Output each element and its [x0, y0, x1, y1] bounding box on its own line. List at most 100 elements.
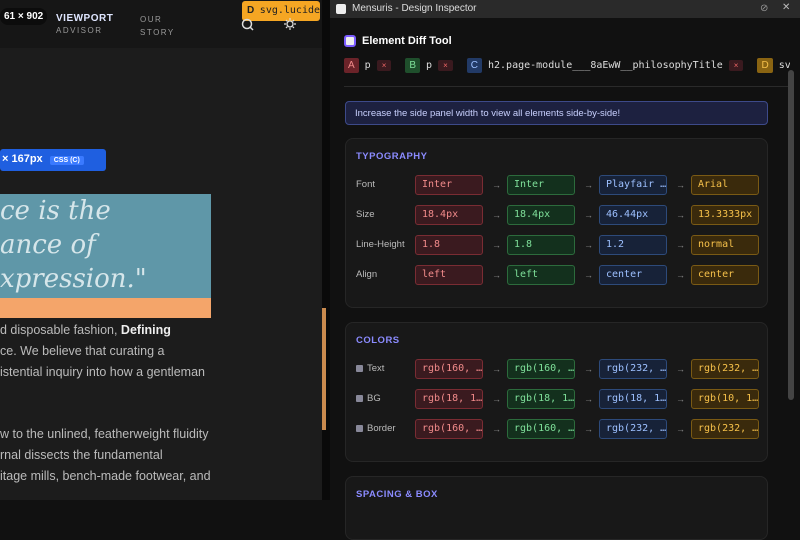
- arrow: →: [584, 180, 593, 190]
- arrow: →: [584, 210, 593, 220]
- value-cell: rgb(18, 1…: [599, 389, 667, 409]
- arrow: →: [492, 210, 501, 220]
- quote-line: xpression.": [0, 264, 147, 294]
- text: istential inquiry into how a gentleman: [0, 365, 205, 379]
- chip-label: svg.l: [778, 59, 790, 71]
- window-title: Mensuris - Design Inspector: [352, 3, 477, 14]
- arrow: →: [676, 240, 685, 250]
- row-label: Align: [356, 269, 377, 280]
- value-cell: 18.4px: [415, 205, 483, 225]
- swatch: [356, 425, 363, 432]
- close-button[interactable]: ✕: [782, 2, 791, 13]
- row-label: Line-Height: [356, 239, 405, 250]
- arrow: →: [584, 364, 593, 374]
- value-cell: rgb(232, …: [599, 419, 667, 439]
- text-line: rnal dissects the fundamental: [0, 448, 163, 462]
- chip-letter: D: [757, 57, 773, 73]
- label-text: Size: [356, 209, 375, 220]
- value-cell: rgb(160, …: [415, 359, 483, 379]
- window-title-bar: Mensuris - Design Inspector ⊘ ✕: [330, 0, 800, 18]
- nav-item[interactable]: ADVISOR: [56, 26, 103, 35]
- arrow: →: [492, 240, 501, 250]
- arrow: →: [676, 364, 685, 374]
- arrow: →: [492, 364, 501, 374]
- badge-letter: D: [247, 5, 255, 16]
- text-line: d disposable fashion, Defining: [0, 320, 205, 341]
- arrow: →: [492, 270, 501, 280]
- website: 61 × 902 VIEWPORT ADVISOR OUR STORY D sv…: [0, 0, 322, 500]
- css-chip[interactable]: CSS (C): [49, 156, 84, 165]
- arrow: →: [676, 210, 685, 220]
- section-title: SPACING & BOX: [356, 489, 438, 500]
- remove-button[interactable]: ×: [376, 59, 392, 71]
- scrollbar[interactable]: [788, 70, 794, 400]
- section-title: COLORS: [356, 335, 400, 346]
- badge-label: svg.lucide: [259, 5, 321, 16]
- arrow: →: [492, 394, 501, 404]
- value-cell: left: [507, 265, 575, 285]
- value-cell: rgb(160, …: [415, 419, 483, 439]
- separator: [344, 86, 790, 87]
- scroll-thumb[interactable]: [322, 308, 326, 430]
- arrow: →: [676, 424, 685, 434]
- arrow: →: [584, 424, 593, 434]
- section-title: TYPOGRAPHY: [356, 151, 428, 162]
- value-cell: normal: [691, 235, 759, 255]
- section-card: TYPOGRAPHY Font Inter → Inter → Playfair … → Ari…: [345, 138, 768, 308]
- text: ce. We believe that curating a: [0, 344, 165, 358]
- value-cell: 46.44px: [599, 205, 667, 225]
- value-cell: Playfair …: [599, 175, 667, 195]
- arrow: →: [492, 424, 501, 434]
- remove-button[interactable]: ×: [438, 59, 453, 71]
- icons: [241, 18, 296, 31]
- label-text: Line-Height: [356, 239, 405, 250]
- arrow: →: [584, 240, 593, 250]
- value-cell: 1.8: [415, 235, 483, 255]
- label-text: Align: [356, 269, 378, 280]
- value-cell: rgb(10, 1…: [691, 389, 759, 409]
- quote-text: ce is the ance of xpression.": [0, 194, 211, 296]
- nav-item[interactable]: OUR STORY: [140, 15, 175, 37]
- quote-image: ce is the ance of xpression.": [0, 194, 211, 298]
- value-cell: Arial: [691, 175, 759, 195]
- value-cell: rgb(232, …: [691, 419, 759, 439]
- value-cell: rgb(18, 1…: [507, 389, 575, 409]
- pin-button[interactable]: ⊘: [760, 3, 769, 14]
- text-line: itage mills, bench-made footwear, and: [0, 469, 211, 483]
- bold-text: Defining: [120, 323, 171, 337]
- value-cell: 18.4px: [507, 205, 575, 225]
- label-text: Border: [367, 423, 396, 434]
- quote-line: ce is the: [0, 196, 111, 226]
- value-cell: rgb(160, …: [507, 419, 575, 439]
- paragraph: w to the unlined, featherweight fluidity…: [0, 424, 211, 487]
- chip-letter: A: [344, 57, 359, 73]
- text-line: istential inquiry into how a gentleman: [0, 362, 205, 383]
- value-cell: 1.2: [599, 235, 667, 255]
- arrow: →: [492, 180, 501, 190]
- section-card: SPACING & BOX: [345, 476, 768, 540]
- label-text: BG: [367, 393, 381, 404]
- row-label: BG: [356, 393, 381, 404]
- chip-label: h2.page-module___8aEwW__philosophyTitle: [487, 59, 723, 71]
- chip-letter: C: [466, 57, 482, 73]
- swatch: [356, 365, 363, 372]
- size-text: × 167px: [2, 153, 43, 165]
- arrow: →: [584, 394, 593, 404]
- divider[interactable]: [322, 0, 330, 500]
- accent-bar: [0, 298, 211, 318]
- value-cell: center: [691, 265, 759, 285]
- row-label: Font: [356, 179, 375, 190]
- chip-label: p: [426, 59, 433, 71]
- remove-button[interactable]: ×: [728, 59, 744, 71]
- value-cell: Inter: [507, 175, 575, 195]
- arrow: →: [584, 270, 593, 280]
- paragraph: d disposable fashion, Defining ce. We bel…: [0, 320, 205, 383]
- value-cell: left: [415, 265, 483, 285]
- arrow: →: [676, 394, 685, 404]
- row-label: Size: [356, 209, 374, 220]
- label-text: Font: [356, 179, 376, 190]
